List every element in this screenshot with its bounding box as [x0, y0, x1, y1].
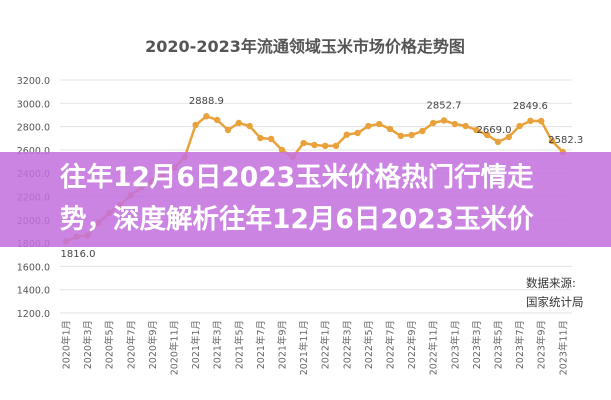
y-tick-label: 3200.0 [17, 76, 50, 87]
data-labels: 1816.0 2888.9 2852.7 2669.0 2849.6 2582.3 [61, 96, 584, 260]
data-point [408, 131, 415, 139]
data-point [332, 142, 340, 150]
data-point [538, 117, 545, 125]
data-point [268, 135, 275, 143]
data-point [354, 129, 361, 137]
data-label: 1816.0 [61, 249, 96, 260]
data-point [527, 117, 534, 125]
x-tick-label: 2023年9月 [536, 320, 548, 369]
y-tick-label: 1200.0 [17, 309, 50, 320]
data-point [311, 141, 318, 149]
x-tick-label: 2020年7月 [125, 320, 137, 369]
x-tick-label: 2022年11月 [428, 320, 440, 375]
x-tick-label: 2020年3月 [82, 320, 94, 369]
x-tick-label: 2021年1月 [190, 320, 202, 369]
data-point [257, 134, 264, 142]
x-tick-label: 2023年7月 [514, 320, 526, 369]
data-point [203, 113, 210, 120]
x-tick-label: 2021年11月 [298, 320, 310, 375]
data-label: 2669.0 [477, 125, 512, 136]
x-tick-label: 2021年7月 [255, 320, 267, 369]
source-note: 数据来源: 国家统计局 [526, 274, 584, 312]
y-tick-label: 1400.0 [17, 286, 50, 297]
x-tick-label: 2020年11月 [169, 320, 181, 375]
data-point [473, 126, 480, 134]
data-point [214, 116, 221, 124]
data-point [440, 117, 448, 124]
data-point [322, 142, 329, 150]
data-point [419, 127, 426, 135]
headline-line-2: 势，深度解析往年12月6日2023玉米价 [60, 204, 534, 235]
data-label: 2852.7 [427, 100, 462, 111]
x-tick-label: 2021年5月 [233, 320, 245, 369]
data-point [548, 137, 556, 145]
x-tick-label: 2023年3月 [471, 320, 483, 369]
x-tick-label: 2023年11月 [557, 320, 569, 375]
y-tick-label: 1600.0 [17, 262, 50, 273]
data-label: 2849.6 [513, 101, 548, 112]
x-tick-label: 2020年5月 [104, 320, 116, 369]
data-point [430, 119, 437, 127]
x-tick-label: 2022年3月 [341, 320, 353, 369]
y-tick-label: 2800.0 [17, 123, 50, 134]
x-tick-label: 2023年5月 [493, 320, 505, 369]
data-point [365, 122, 372, 130]
data-label: 2582.3 [548, 135, 583, 146]
x-tick-label: 2020年1月 [61, 320, 73, 369]
x-tick-label: 2022年9月 [406, 320, 418, 369]
data-point [484, 131, 491, 139]
data-point [397, 132, 404, 140]
chart-title: 2020-2023年流通领域玉米市场价格走势图 [145, 37, 465, 56]
data-point [343, 131, 350, 138]
headline-line-1: 往年12月6日2023玉米价格热门行情走 [60, 162, 534, 193]
data-point [224, 126, 232, 134]
data-point [494, 138, 502, 146]
data-point [235, 119, 242, 127]
data-label: 2888.9 [189, 96, 224, 107]
x-tick-label: 2021年3月 [212, 320, 224, 369]
source-label: 数据来源: [526, 276, 576, 290]
data-point [386, 125, 394, 133]
x-tick-label: 2022年7月 [385, 320, 397, 369]
data-point [192, 121, 199, 129]
x-axis-labels: 2020年1月 2020年3月 2020年5月 2020年7月 2020年9月 2020年… [61, 320, 570, 375]
data-point [278, 146, 286, 154]
source-name: 国家统计局 [526, 295, 584, 309]
x-tick-label: 2021年9月 [277, 320, 289, 369]
x-tick-label: 2020年9月 [147, 320, 159, 369]
y-tick-label: 2600.0 [17, 146, 50, 157]
data-point [505, 133, 512, 141]
x-tick-label: 2022年1月 [320, 320, 332, 369]
y-tick-label: 3000.0 [17, 99, 50, 110]
x-tick-label: 2023年1月 [449, 320, 461, 369]
data-point [300, 139, 307, 147]
data-point [516, 122, 523, 130]
x-tick-label: 2022年5月 [363, 320, 375, 369]
data-point [462, 122, 469, 130]
data-point [376, 120, 383, 128]
data-point [451, 120, 458, 128]
headline-banner: 往年12月6日2023玉米价格热门行情走 势，深度解析往年12月6日2023玉米… [0, 152, 611, 247]
data-point [246, 122, 253, 130]
